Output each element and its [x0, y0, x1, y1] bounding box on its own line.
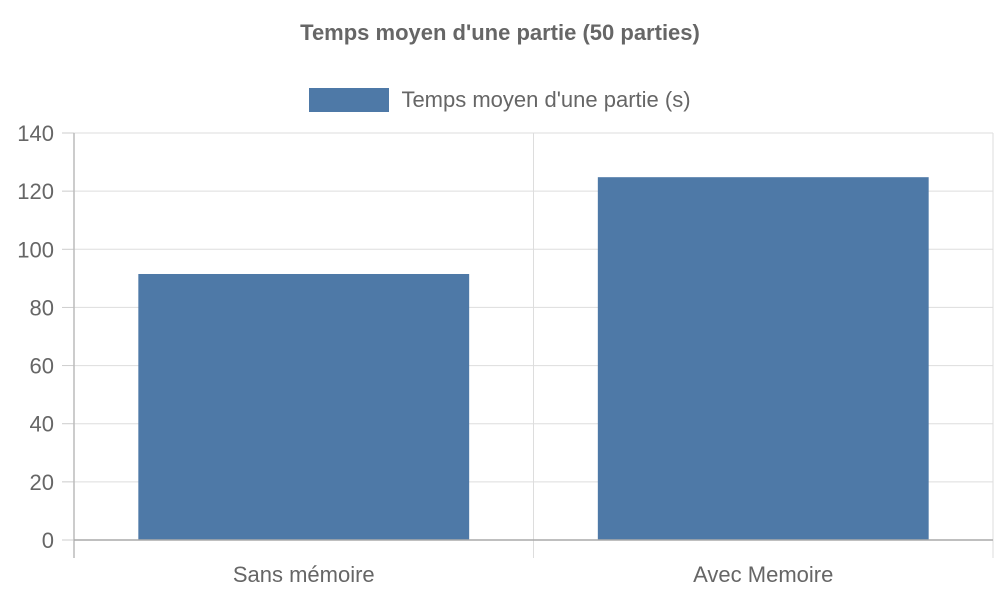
x-tick-label: Avec Memoire — [693, 562, 833, 587]
y-tick-label: 40 — [30, 412, 54, 437]
bar — [597, 177, 929, 540]
y-tick-label: 140 — [17, 121, 54, 146]
y-tick-label: 100 — [17, 237, 54, 262]
legend-swatch — [309, 88, 390, 112]
legend: Temps moyen d'une partie (s) — [0, 87, 1000, 113]
bar — [138, 273, 470, 540]
y-tick-label: 20 — [30, 470, 54, 495]
chart-title: Temps moyen d'une partie (50 parties) — [300, 20, 700, 45]
y-tick-label: 80 — [30, 295, 54, 320]
x-tick-label: Sans mémoire — [233, 562, 375, 587]
y-tick-label: 0 — [42, 528, 54, 553]
y-tick-label: 120 — [17, 179, 54, 204]
legend-label: Temps moyen d'une partie (s) — [401, 87, 691, 112]
y-tick-label: 60 — [30, 354, 54, 379]
